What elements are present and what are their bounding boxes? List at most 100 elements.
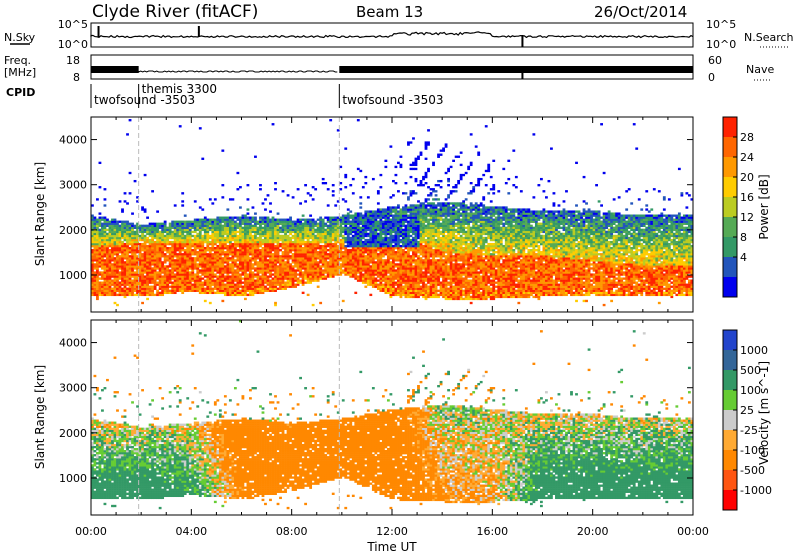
heatmap-cell bbox=[379, 257, 383, 260]
heatmap-cell bbox=[233, 279, 237, 282]
heatmap-cell bbox=[331, 273, 335, 276]
heatmap-cell bbox=[286, 222, 290, 225]
heatmap-cell bbox=[419, 279, 423, 282]
heatmap-cell bbox=[98, 236, 102, 240]
heatmap-cell bbox=[143, 287, 147, 290]
heatmap-cell bbox=[131, 230, 134, 234]
heatmap-cell bbox=[384, 236, 388, 240]
heatmap-cell bbox=[314, 242, 318, 246]
heatmap-cell bbox=[284, 257, 287, 260]
heatmap-cell bbox=[198, 222, 202, 225]
heatmap-cell bbox=[244, 244, 247, 248]
heatmap-cell bbox=[417, 263, 420, 266]
heatmap-cell bbox=[93, 263, 97, 266]
heatmap-cell bbox=[319, 249, 323, 252]
heatmap-cell bbox=[246, 232, 250, 236]
heatmap-cell bbox=[249, 263, 252, 266]
heatmap-cell bbox=[394, 247, 398, 250]
heatmap-cell bbox=[339, 265, 343, 268]
heatmap-cell bbox=[271, 279, 275, 282]
heatmap-cell bbox=[146, 228, 149, 232]
heatmap-cell bbox=[176, 236, 180, 240]
heatmap-cell bbox=[238, 220, 242, 223]
heatmap-cell bbox=[399, 155, 403, 158]
heatmap-cell bbox=[193, 238, 197, 242]
heatmap-cell bbox=[106, 283, 109, 286]
heatmap-cell bbox=[276, 277, 280, 280]
heatmap-cell bbox=[264, 279, 267, 282]
heatmap-cell bbox=[111, 283, 114, 286]
heatmap-cell bbox=[203, 238, 207, 242]
heatmap-cell bbox=[178, 289, 182, 292]
heatmap-cell bbox=[301, 281, 305, 284]
heatmap-cell bbox=[103, 275, 107, 278]
heatmap-cell bbox=[206, 291, 210, 295]
heatmap-cell bbox=[291, 224, 295, 227]
heatmap-cell bbox=[422, 291, 425, 295]
heatmap-cell bbox=[374, 267, 378, 270]
heatmap-cell bbox=[111, 230, 114, 234]
heatmap-cell bbox=[108, 228, 112, 232]
heatmap-cell bbox=[331, 275, 335, 278]
heatmap-cell bbox=[386, 265, 390, 268]
heatmap-cell bbox=[158, 261, 162, 264]
heatmap-cell bbox=[334, 255, 338, 258]
heatmap-cell bbox=[286, 283, 290, 286]
heatmap-cell bbox=[223, 224, 227, 227]
heatmap-cell bbox=[274, 303, 277, 307]
heatmap-cell bbox=[417, 212, 420, 215]
heatmap-cell bbox=[281, 267, 285, 270]
heatmap-cell bbox=[113, 238, 117, 242]
heatmap-cell bbox=[206, 285, 210, 288]
heatmap-cell bbox=[118, 277, 122, 280]
heatmap-cell bbox=[91, 242, 94, 246]
heatmap-cell bbox=[113, 277, 117, 280]
heatmap-cell bbox=[173, 285, 177, 288]
heatmap-cell bbox=[106, 244, 109, 248]
heatmap-cell bbox=[228, 281, 232, 284]
heatmap-cell bbox=[141, 269, 144, 272]
heatmap-cell bbox=[181, 263, 185, 266]
heatmap-cell bbox=[314, 244, 318, 248]
heatmap-cell bbox=[131, 263, 134, 266]
heatmap-cell bbox=[181, 249, 185, 252]
heatmap-cell bbox=[143, 263, 147, 266]
heatmap-cell bbox=[211, 242, 215, 246]
heatmap-cell bbox=[407, 141, 410, 144]
heatmap-cell bbox=[414, 273, 418, 276]
heatmap-cell bbox=[412, 226, 415, 230]
heatmap-cell bbox=[321, 259, 325, 262]
heatmap-cell bbox=[397, 244, 400, 248]
heatmap-cell bbox=[196, 265, 200, 268]
heatmap-cell bbox=[316, 277, 320, 280]
heatmap-cell bbox=[246, 257, 250, 260]
heatmap-cell bbox=[254, 230, 257, 234]
heatmap-cell bbox=[316, 257, 320, 260]
heatmap-cell bbox=[176, 255, 180, 258]
heatmap-cell bbox=[91, 277, 94, 280]
heatmap-cell bbox=[301, 228, 305, 232]
heatmap-cell bbox=[369, 257, 373, 260]
heatmap-cell bbox=[141, 228, 144, 232]
heatmap-cell bbox=[233, 275, 237, 278]
heatmap-cell bbox=[289, 226, 292, 230]
heatmap-cell bbox=[419, 222, 423, 225]
heatmap-cell bbox=[223, 226, 227, 230]
heatmap-cell bbox=[392, 228, 395, 232]
heatmap-cell bbox=[381, 240, 385, 244]
heatmap-cell bbox=[123, 255, 127, 258]
heatmap-cell bbox=[424, 175, 428, 179]
heatmap-cell bbox=[397, 285, 400, 288]
heatmap-cell bbox=[402, 285, 405, 288]
heatmap-cell bbox=[379, 281, 383, 284]
heatmap-cell bbox=[379, 261, 383, 264]
heatmap-cell bbox=[419, 269, 423, 272]
heatmap-cell bbox=[399, 295, 403, 299]
heatmap-cell bbox=[269, 259, 272, 262]
heatmap-cell bbox=[376, 210, 380, 213]
heatmap-cell bbox=[291, 249, 295, 252]
heatmap-cell bbox=[392, 265, 395, 268]
heatmap-cell bbox=[399, 273, 403, 276]
heatmap-cell bbox=[311, 238, 315, 242]
heatmap-cell bbox=[376, 202, 380, 205]
